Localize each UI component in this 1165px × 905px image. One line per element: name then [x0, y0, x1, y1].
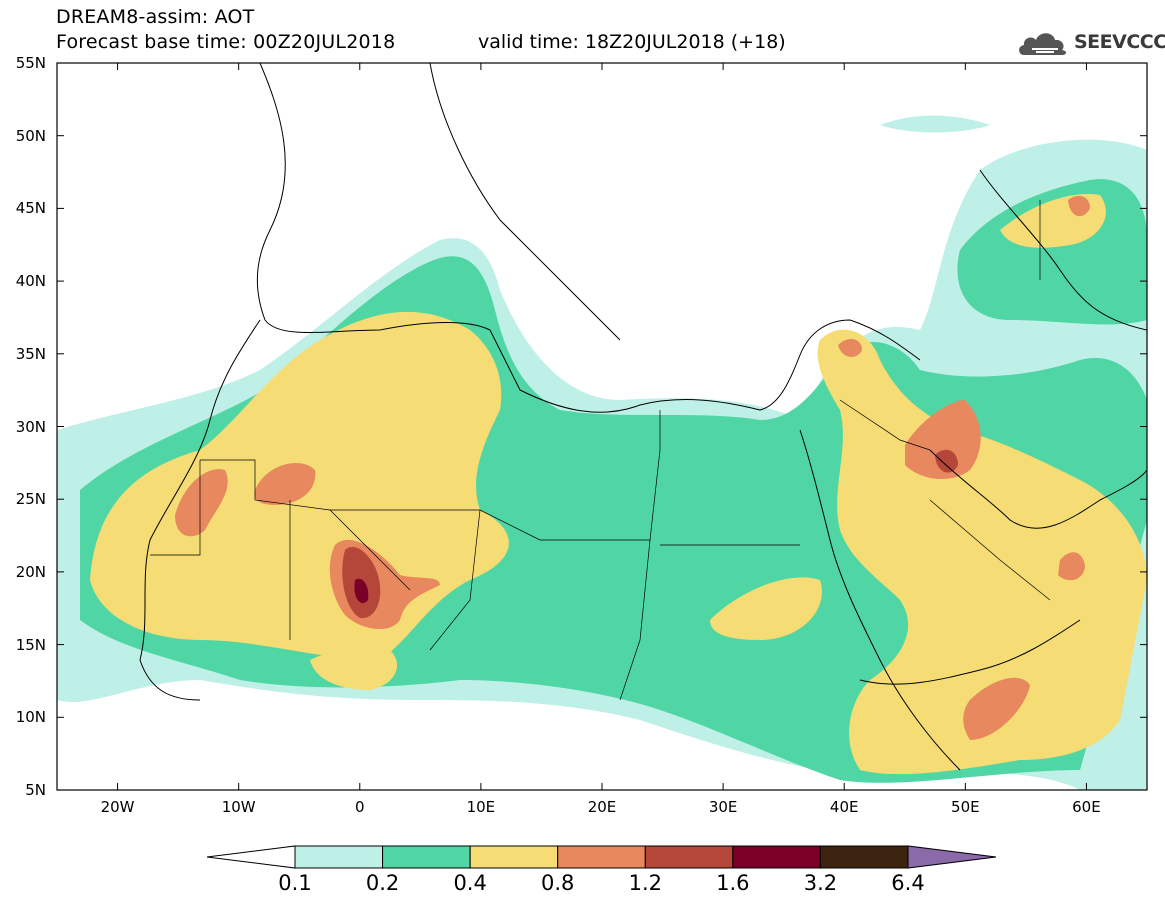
lon-label: 50E	[951, 798, 980, 816]
cloud-logo-icon	[1019, 33, 1067, 55]
lat-label: 15N	[15, 635, 46, 654]
aot-band-0-4-arabia	[817, 329, 1147, 775]
lon-label: 30E	[708, 798, 738, 816]
colorbar-label: 0.4	[453, 871, 487, 895]
colorbar	[206, 845, 997, 869]
aot-band-0-8-caspian	[1068, 195, 1090, 217]
lat-label: 5N	[25, 781, 46, 799]
colorbar-over-triangle	[907, 845, 997, 869]
colorbar-swatch	[644, 845, 734, 869]
colorbar-label: 0.1	[278, 871, 312, 895]
colorbar-swatch	[819, 845, 909, 869]
colorbar-swatch	[732, 845, 821, 869]
colorbar-label: 0.8	[541, 871, 575, 895]
lon-label: 20W	[100, 798, 135, 816]
lat-label: 30N	[15, 417, 46, 436]
colorbar-under-triangle	[206, 845, 296, 869]
lat-label: 25N	[15, 490, 46, 509]
aot-band-0-8-iraq	[905, 400, 981, 480]
lon-label: 0	[354, 798, 365, 816]
aot-band-1-2-iraq	[935, 449, 958, 473]
lon-label: 60E	[1072, 798, 1101, 816]
lon-label: 20E	[587, 798, 617, 816]
lon-label: 10E	[466, 798, 496, 816]
lat-label: 20N	[15, 562, 46, 581]
lon-label: 40E	[829, 798, 859, 816]
colorbar-swatch	[294, 845, 384, 869]
aot-contours	[57, 115, 1147, 790]
aot-band-1-6-mali	[354, 578, 369, 604]
valid-time: valid time: 18Z20JUL2018 (+18)	[478, 31, 786, 53]
colorbar-swatch	[382, 845, 471, 869]
coastlines	[139, 63, 1147, 771]
lat-label: 10N	[15, 708, 46, 727]
seevccc-logo: SEEVCCC	[1016, 25, 1165, 59]
colorbar-label: 0.2	[365, 871, 400, 895]
lon-label: 10W	[221, 798, 256, 816]
colorbar-label: 3.2	[803, 871, 838, 895]
colorbar-swatch	[557, 845, 646, 869]
colorbar-swatch	[469, 845, 559, 869]
aot-band-0-8-mauritania	[175, 469, 228, 537]
aot-band-0-8-syria	[838, 338, 862, 357]
lat-label: 45N	[15, 199, 46, 218]
colorbar-label: 1.2	[628, 871, 662, 895]
colorbar-label: 6.4	[891, 871, 925, 895]
lat-label: 55N	[15, 54, 46, 72]
forecast-base-time: Forecast base time: 00Z20JUL2018	[56, 31, 396, 53]
aot-band-0-4-south	[310, 648, 398, 690]
lat-label: 40N	[15, 272, 46, 291]
aot-band-0-4-sudan	[710, 577, 822, 640]
aot-band-0-8-algeria	[254, 462, 316, 505]
colorbar-label: 1.6	[716, 871, 750, 895]
lat-label: 35N	[15, 344, 46, 363]
logo-text: SEEVCCC	[1074, 31, 1165, 53]
aot-band-0-8-oman	[1058, 552, 1085, 581]
map-title: DREAM8-assim: AOT	[56, 6, 255, 28]
aot-band-0-1-north	[880, 115, 990, 133]
country-borders	[150, 200, 1051, 701]
lat-label: 50N	[15, 126, 46, 145]
axis-ticks	[57, 62, 1147, 791]
aot-band-0-8-somalia	[963, 677, 1030, 740]
